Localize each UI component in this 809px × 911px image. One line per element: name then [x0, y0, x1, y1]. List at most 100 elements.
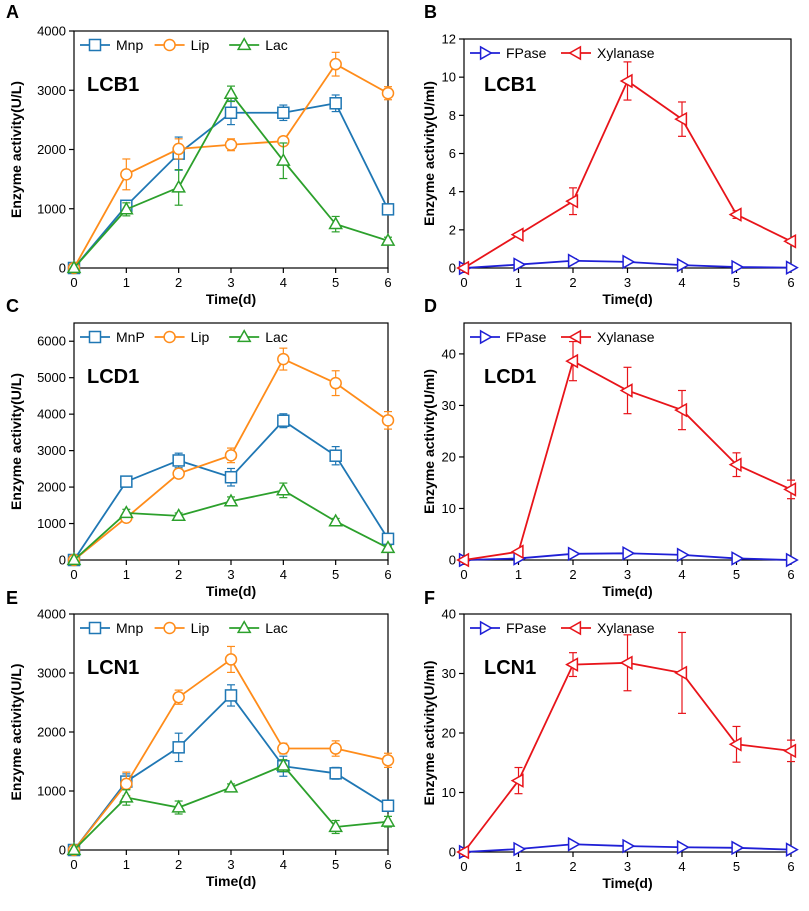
y-tick-label: 3000: [37, 83, 66, 98]
panel-letter-e: E: [6, 588, 18, 608]
data-point-lip: [381, 754, 395, 767]
data-point-fpase: [731, 840, 745, 856]
data-point-lip: [277, 742, 290, 755]
y-tick-label: 10: [442, 785, 456, 800]
panel-title-b: LCB1: [484, 74, 536, 96]
panel-f: F 0 1 2 3 4 5 6 0 10 20 30 40 Time(d) Enzyme activity(…: [421, 588, 799, 891]
x-tick-label: 1: [123, 275, 130, 290]
y-tick-label: 12: [442, 32, 456, 47]
data-point-mnp: [172, 741, 185, 754]
x-tick-label: 6: [787, 567, 794, 582]
y-tick-label: 0: [449, 553, 456, 568]
x-tick-label: 6: [787, 275, 794, 290]
data-point-mnp: [277, 414, 290, 427]
data-point-xylanase: [674, 665, 688, 681]
data-point-mnp: [224, 689, 238, 702]
legend-label-lac: Lac: [265, 37, 288, 53]
panel-d: D 0 1 2 3 4 5 6 0 10 20 30 40 Time(d) Enzyme activity(…: [421, 296, 799, 599]
data-point-lac: [223, 493, 239, 507]
y-axis-label-b: Enzyme activity(U/ml): [421, 81, 437, 226]
legend-b: FPase Xylanase: [470, 45, 655, 61]
data-point-xylanase: [510, 773, 524, 788]
x-tick-label: 2: [569, 275, 576, 290]
x-tick-label: 1: [123, 857, 130, 872]
series-fpase-d: [458, 545, 799, 568]
legend-label-xylanase: Xylanase: [597, 45, 655, 61]
y-tick-label: 10: [442, 501, 456, 516]
y-tick-label: 30: [442, 666, 456, 681]
data-point-xylanase: [456, 552, 470, 568]
data-point-lac: [223, 85, 239, 99]
x-tick-label: 5: [332, 567, 339, 582]
x-tick-label: 0: [460, 567, 467, 582]
data-point-lip: [277, 352, 290, 366]
data-point-xylanase: [728, 736, 742, 752]
data-point-lip: [172, 142, 185, 156]
data-point-fpase: [513, 841, 527, 857]
data-point-lip: [381, 86, 395, 100]
legend-marker-lip: [163, 621, 176, 635]
y-tick-label: 2000: [37, 725, 66, 740]
panel-e: E 0 1 2 3 4 5 6 0 1000 2000 3000 4000 Time(d) Enzyme a…: [6, 588, 396, 889]
data-point-lac: [171, 508, 187, 522]
data-point-fpase: [731, 259, 745, 275]
data-point-fpase: [622, 254, 636, 270]
data-point-xylanase: [619, 73, 633, 89]
x-tick-label: 4: [678, 567, 685, 582]
data-point-lac: [328, 513, 344, 527]
data-point-xylanase: [565, 657, 579, 672]
data-point-fpase: [513, 257, 527, 272]
data-point-xylanase: [674, 402, 688, 418]
x-axis-label-c: Time(d): [206, 583, 256, 599]
legend-marker-fpase: [479, 329, 493, 345]
legend-label-fpase: FPase: [506, 45, 547, 61]
data-point-xylanase: [728, 457, 742, 473]
data-point-xylanase: [728, 207, 742, 222]
data-point-xylanase: [674, 111, 688, 127]
data-point-fpase: [785, 842, 799, 857]
y-tick-label: 2: [449, 222, 456, 237]
x-tick-label: 0: [460, 859, 467, 874]
x-tick-label: 3: [624, 567, 631, 582]
data-point-lac: [171, 179, 187, 193]
x-tick-label: 6: [384, 275, 391, 290]
y-axis-label-e: Enzyme activity(U/L): [8, 664, 24, 801]
legend-marker-fpase: [479, 620, 493, 636]
x-tick-label: 5: [332, 275, 339, 290]
panel-title-f: LCN1: [484, 657, 536, 679]
data-point-xylanase: [510, 544, 524, 560]
data-point-lac: [380, 232, 396, 246]
y-tick-label: 4000: [37, 407, 66, 422]
data-point-lip: [172, 467, 185, 480]
panel-title-e: LCN1: [87, 657, 139, 679]
y-tick-label: 6: [449, 146, 456, 161]
y-tick-label: 1000: [37, 784, 66, 799]
data-point-lac: [328, 216, 344, 230]
x-tick-label: 3: [624, 859, 631, 874]
legend-e: Mnp Lip Lac: [80, 620, 288, 636]
data-point-mnp: [381, 203, 395, 216]
y-tick-label: 10: [442, 70, 456, 85]
legend-marker-mnp: [88, 38, 102, 52]
x-tick-label: 2: [175, 275, 182, 290]
data-point-lac: [66, 260, 82, 274]
x-tick-label: 3: [227, 567, 234, 582]
legend-c: MnP Lip Lac: [80, 329, 288, 345]
y-tick-label: 0: [59, 843, 66, 858]
data-point-lac: [118, 201, 134, 215]
data-point-mnp: [224, 106, 238, 120]
legend-marker-xylanase: [568, 329, 582, 345]
x-tick-label: 2: [569, 859, 576, 874]
series-xylanase-d: [456, 340, 797, 568]
data-point-lac: [223, 779, 239, 793]
x-tick-label: 1: [123, 567, 130, 582]
y-axis-label-c: Enzyme activity(U/L): [8, 373, 24, 510]
x-axis-label-e: Time(d): [206, 873, 256, 889]
x-tick-label: 4: [280, 567, 287, 582]
x-tick-label: 5: [332, 857, 339, 872]
legend-a: Mnp Lip Lac: [80, 37, 288, 53]
x-tick-label: 5: [733, 859, 740, 874]
legend-marker-lac: [236, 329, 252, 343]
panel-letter-b: B: [424, 2, 437, 22]
